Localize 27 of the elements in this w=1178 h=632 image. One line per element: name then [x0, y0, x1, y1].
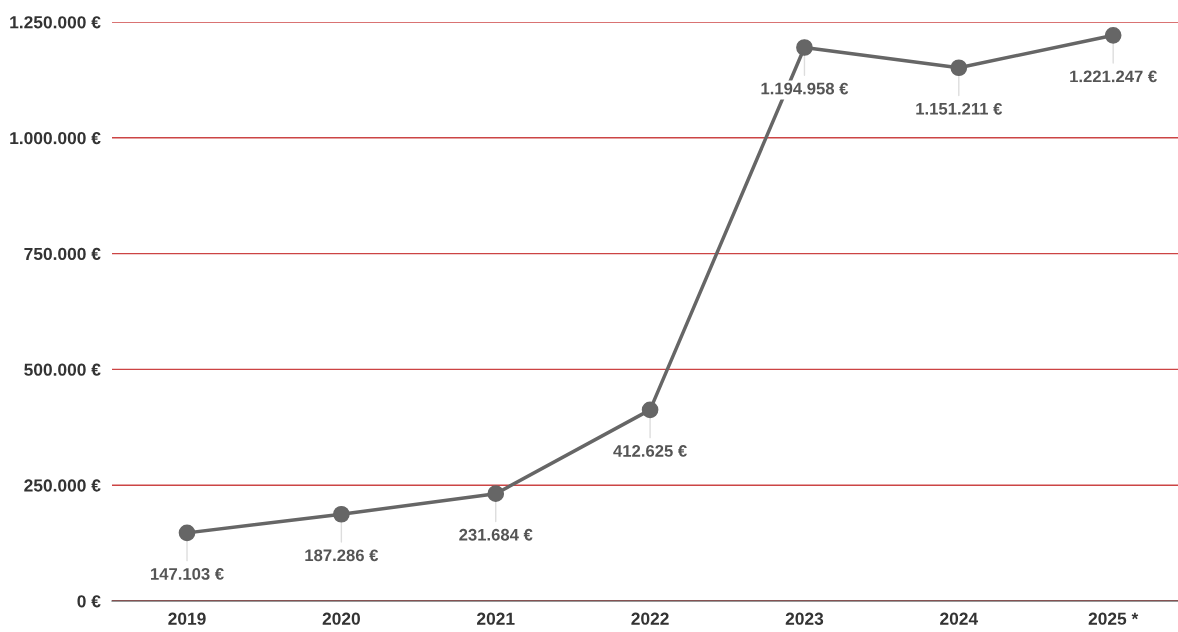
- y-tick-label: 0 €: [77, 595, 101, 608]
- x-tick-label: 2024: [940, 612, 979, 625]
- point: [641, 401, 659, 419]
- data-label: 1.221.247 €: [1070, 70, 1157, 83]
- point: [333, 505, 350, 523]
- point: [950, 59, 968, 77]
- data-label: 187.286 €: [305, 549, 379, 562]
- point: [487, 485, 505, 503]
- x-tick-label: 2022: [631, 612, 669, 625]
- x-tick-label: 2021: [477, 612, 515, 625]
- y-tick-label: 500.000 €: [24, 363, 101, 376]
- data-label: 412.625 €: [613, 445, 687, 457]
- y-tick-label: 750.000 €: [24, 247, 101, 261]
- x-tick-label: 2025 *: [1088, 612, 1139, 625]
- y-tick-label: 250.000 €: [24, 479, 101, 492]
- x-tick-label: 2020: [322, 612, 360, 625]
- data-label: 1.151.211 €: [916, 102, 1003, 115]
- point: [178, 524, 196, 542]
- point: [1104, 26, 1122, 44]
- y-tick-label: 1.000.000 €: [10, 131, 101, 145]
- y-tick-label: 1.250.000 €: [10, 16, 101, 29]
- x-tick-label: 2019: [168, 612, 206, 625]
- point: [796, 39, 813, 56]
- data-label: 1.194.958 €: [761, 82, 849, 95]
- x-tick-label: 2023: [785, 612, 824, 625]
- data-label: 231.684 €: [459, 528, 533, 541]
- data-label: 147.103 €: [151, 568, 224, 580]
